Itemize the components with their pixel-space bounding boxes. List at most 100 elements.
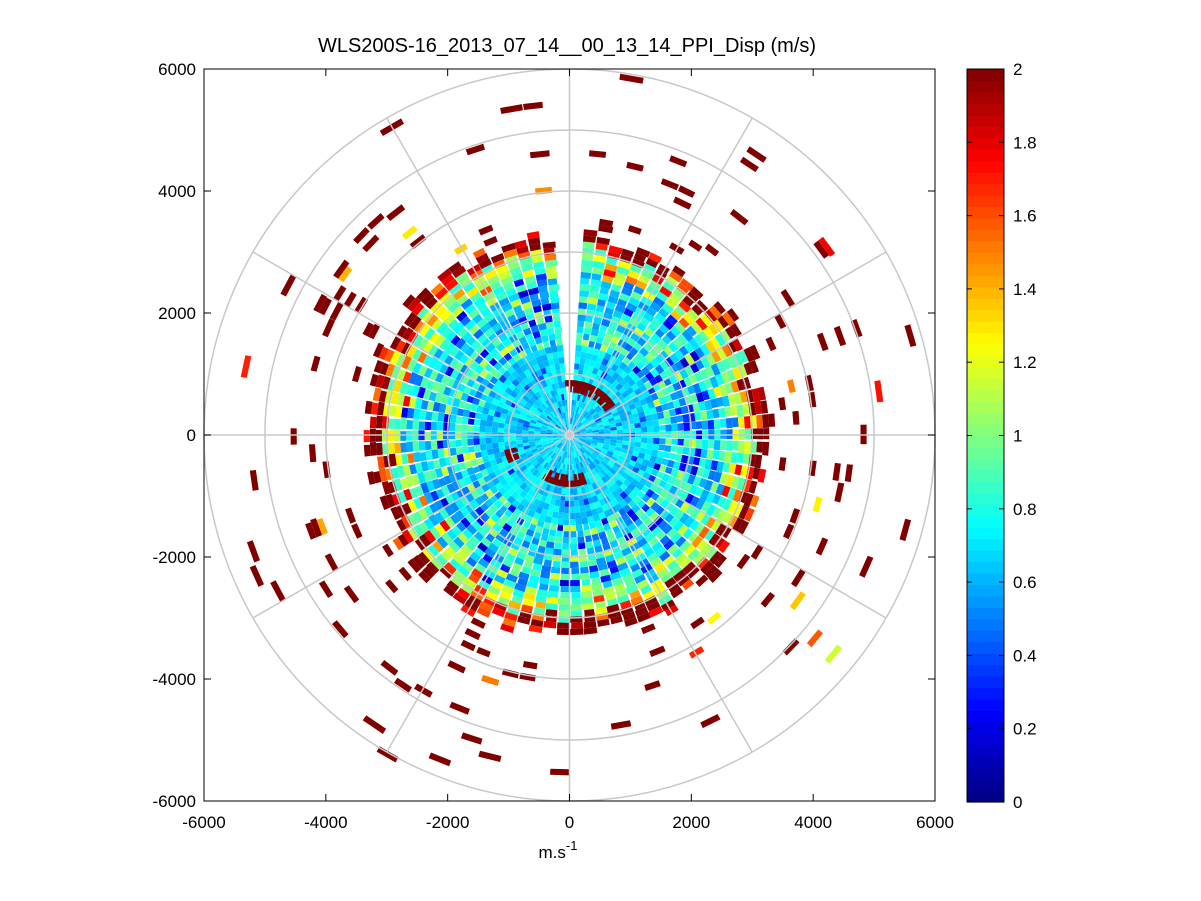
ppi-cell [497,596,510,606]
ppi-cell [459,277,472,288]
ppi-cell [425,411,433,421]
ppi-cell [687,308,700,321]
ppi-cell [569,543,578,550]
ppi-cell [511,362,521,371]
ppi-cell [464,503,475,514]
ppi-cell [473,296,486,308]
x-tick-label: 6000 [916,813,954,832]
ppi-cell [609,539,619,549]
ppi-cell [682,295,694,307]
ppi-cell [585,478,592,486]
ppi-cell [463,577,477,590]
ppi-cell [628,403,637,411]
ppi-cell [787,379,796,393]
ppi-cell [430,301,443,314]
ppi-cell [493,259,506,269]
ppi-cell [504,308,515,318]
ppi-cell [526,411,534,417]
ppi-cell [594,417,602,423]
ppi-cell [499,563,511,574]
ppi-cell [573,419,577,425]
ppi-cell [439,291,452,305]
ppi-cell [567,445,569,452]
ppi-cell [570,418,572,425]
colorbar-band [967,584,1004,597]
ppi-cell [560,573,570,581]
ppi-cell [589,571,600,579]
ppi-cell [589,565,599,573]
ppi-cell [687,548,700,561]
ppi-cell [635,247,651,258]
ppi-cell [421,291,435,306]
ppi-cell [722,395,731,407]
colorbar-band [967,446,1004,459]
ppi-cell [721,525,732,539]
ppi-cell [562,438,567,444]
ppi-cell [718,540,731,554]
ppi-cell [596,236,610,245]
ppi-cell [452,288,466,301]
ppi-cell [464,402,472,411]
ppi-cell [316,518,328,536]
ppi-cell [590,279,603,287]
ppi-cell [806,629,823,648]
ppi-cell [613,449,621,456]
ppi-cell [641,485,650,494]
ppi-cell [429,526,441,540]
ppi-cell [591,354,599,362]
ppi-cell [618,475,627,484]
ppi-cell [672,399,681,409]
ppi-cell [479,419,487,427]
ppi-cell [599,324,608,333]
ppi-cell [595,606,608,615]
ppi-cell [382,543,394,558]
ppi-cell [615,458,624,465]
ppi-cell [492,307,503,318]
ppi-cell [480,449,488,457]
ppi-cell [580,447,586,453]
ppi-cell [457,588,471,600]
ppi-cell [672,265,686,278]
ppi-cell [428,752,452,767]
ppi-cell [469,535,481,547]
ppi-cell [505,573,518,583]
ppi-cell [449,414,457,423]
ppi-cell [424,431,431,441]
colorbar-tick-label: 0.2 [1013,720,1037,739]
ppi-cell [637,522,647,532]
ppi-cell [433,459,441,469]
ppi-cell [544,365,552,374]
colorbar-band [967,687,1004,700]
ppi-cell [608,405,616,412]
ppi-cell [656,291,669,303]
ppi-cell [572,438,577,444]
ppi-cell [752,467,761,480]
ppi-cell [585,352,593,360]
ppi-cell [542,443,549,448]
ppi-cell [604,464,612,471]
ppi-cell [733,503,744,517]
ppi-cell [664,356,675,368]
ppi-cell [663,346,674,356]
ppi-cell [679,357,690,369]
ppi-cell [546,436,553,439]
ppi-cell [503,578,516,589]
ppi-cell [504,611,518,622]
ppi-cell [681,329,694,342]
ppi-cell [249,470,259,491]
ppi-cell [468,411,476,419]
ppi-cell [641,503,651,513]
ppi-cell [645,371,655,381]
ppi-cell [529,396,537,404]
ppi-cell [478,601,494,613]
ppi-cell [516,358,525,367]
ppi-cell [664,513,675,523]
ppi-cell [455,416,463,424]
ppi-cell [721,485,731,498]
ppi-cell [511,483,520,492]
ppi-cell [650,557,662,568]
ppi-cell [644,680,661,691]
ppi-cell [475,253,489,264]
ppi-cell [408,528,419,541]
ppi-cell [690,465,699,476]
